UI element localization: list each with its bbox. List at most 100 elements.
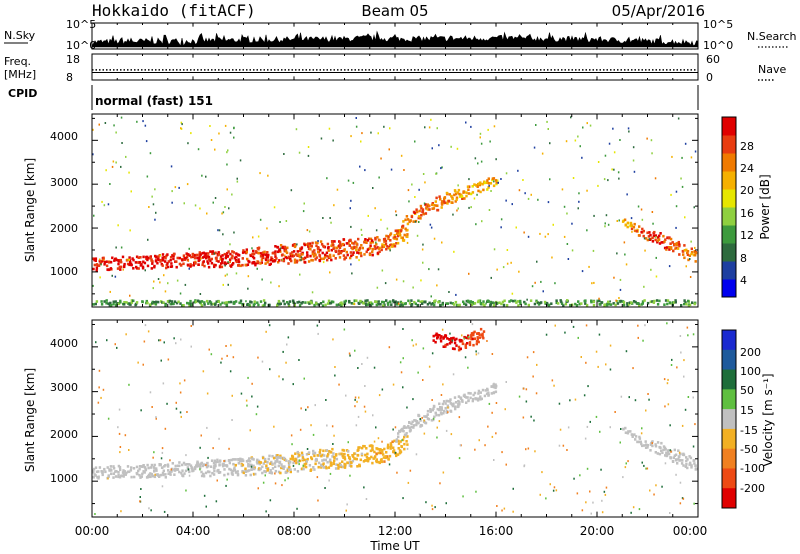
power-cell bbox=[205, 299, 209, 303]
power-cell bbox=[353, 299, 356, 302]
power-speck bbox=[652, 222, 654, 225]
power-speck bbox=[637, 205, 640, 208]
power-speck bbox=[360, 140, 362, 143]
velocity-speck bbox=[324, 487, 326, 489]
power-speck bbox=[107, 203, 110, 206]
power-cell bbox=[628, 301, 632, 304]
power-cell bbox=[266, 256, 270, 259]
power-speck bbox=[370, 131, 372, 134]
velocity-cell bbox=[470, 337, 473, 341]
freq-panel-frame bbox=[91, 53, 699, 81]
power-speck bbox=[330, 221, 332, 224]
power-cell bbox=[175, 301, 179, 305]
velocity-cell bbox=[144, 468, 148, 472]
velocity-speck bbox=[583, 394, 586, 397]
velocity-cell bbox=[296, 450, 299, 454]
velocity-cell bbox=[291, 458, 295, 461]
velocity-cell bbox=[439, 337, 442, 340]
power-speck bbox=[563, 205, 566, 208]
power-speck bbox=[99, 276, 101, 279]
velocity-speck bbox=[630, 511, 632, 514]
velocity-cell bbox=[348, 457, 352, 461]
power-cell bbox=[94, 259, 97, 262]
velocity-cell bbox=[391, 440, 394, 444]
power-cell bbox=[164, 256, 167, 260]
velocity-speck bbox=[216, 479, 218, 482]
velocity-speck bbox=[202, 370, 205, 373]
power-cell bbox=[196, 256, 199, 260]
power-speck bbox=[279, 247, 282, 250]
power-cbar-tick-12: 12 bbox=[740, 229, 754, 242]
power-cell bbox=[226, 251, 229, 255]
power-cell bbox=[395, 303, 399, 306]
velocity-speck bbox=[175, 401, 177, 404]
power-speck bbox=[574, 139, 577, 142]
power-cell bbox=[647, 235, 651, 238]
power-cell bbox=[260, 261, 263, 264]
velocity-speck bbox=[307, 406, 309, 409]
velocity-cell bbox=[451, 404, 455, 408]
power-cell bbox=[355, 256, 358, 259]
velocity-speck bbox=[333, 434, 335, 437]
power-speck bbox=[128, 258, 130, 261]
power-cell bbox=[384, 242, 388, 246]
velocity-speck bbox=[199, 446, 201, 449]
velocity-cell bbox=[289, 470, 292, 474]
velocity-cell bbox=[106, 466, 109, 469]
power-cell bbox=[435, 196, 438, 200]
power-cell bbox=[241, 251, 245, 254]
power-cell bbox=[304, 261, 307, 264]
velocity-cell bbox=[432, 407, 435, 410]
velocity-speck bbox=[553, 384, 555, 387]
power-cell bbox=[121, 255, 125, 259]
power-speck bbox=[226, 151, 228, 154]
velocity-speck bbox=[255, 413, 258, 416]
power-cell bbox=[477, 189, 480, 193]
power-cell bbox=[118, 265, 121, 269]
velocity-speck bbox=[512, 510, 514, 513]
velocity-panel-background bbox=[92, 320, 698, 517]
power-cell bbox=[154, 303, 158, 306]
velocity-cell bbox=[232, 462, 235, 466]
velocity-cell bbox=[229, 468, 233, 472]
velocity-cell bbox=[633, 433, 636, 436]
velocity-cell bbox=[296, 470, 300, 473]
velocity-cell bbox=[202, 463, 206, 466]
velocity-cell bbox=[347, 450, 350, 453]
power-cell bbox=[322, 257, 325, 261]
velocity-cell bbox=[147, 473, 151, 477]
power-cell bbox=[592, 300, 595, 303]
velocity-speck bbox=[363, 405, 366, 408]
velocity-speck bbox=[400, 451, 402, 454]
velocity-speck bbox=[220, 361, 222, 364]
power-cell bbox=[221, 254, 224, 257]
velocity-cell bbox=[464, 345, 467, 348]
power-cell bbox=[177, 300, 180, 304]
velocity-cell bbox=[651, 444, 654, 448]
velocity-axes bbox=[91, 320, 699, 517]
power-speck bbox=[171, 190, 173, 193]
velocity-cell bbox=[360, 446, 364, 450]
velocity-speck bbox=[462, 495, 464, 498]
power-speck bbox=[164, 290, 167, 293]
power-cell bbox=[387, 237, 390, 241]
velocity-speck bbox=[401, 439, 403, 442]
velocity-speck bbox=[491, 411, 493, 414]
power-cell bbox=[442, 200, 446, 203]
velocity-speck bbox=[180, 338, 182, 341]
power-cell bbox=[318, 253, 321, 257]
velocity-cell bbox=[382, 453, 385, 456]
power-cell bbox=[266, 260, 269, 264]
power-cell bbox=[329, 255, 332, 259]
velocity-cell bbox=[103, 467, 106, 471]
velocity-cell bbox=[316, 454, 319, 457]
velocity-cell bbox=[430, 419, 434, 422]
velocity-cell bbox=[415, 423, 418, 427]
power-speck bbox=[197, 148, 200, 151]
power-cell bbox=[401, 226, 404, 229]
velocity-speck bbox=[345, 394, 347, 397]
power-speck bbox=[577, 207, 579, 210]
power-cell bbox=[130, 263, 133, 267]
power-cell bbox=[186, 263, 190, 267]
velocity-speck bbox=[649, 489, 651, 492]
